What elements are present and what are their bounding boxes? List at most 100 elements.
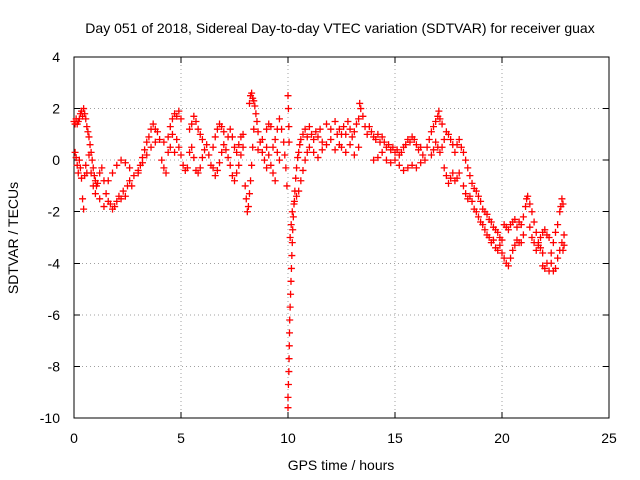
data-point (445, 130, 452, 138)
data-point (100, 203, 108, 211)
data-point (462, 156, 470, 164)
data-point (367, 128, 375, 136)
data-point (417, 159, 425, 167)
data-point (305, 143, 313, 151)
data-point (404, 164, 412, 172)
data-point (393, 146, 401, 154)
data-point (149, 120, 157, 128)
data-point (425, 136, 433, 144)
data-point (348, 133, 356, 141)
data-point (284, 404, 292, 412)
data-point (233, 148, 241, 156)
data-point (282, 164, 290, 172)
data-point (340, 123, 348, 131)
data-point (335, 125, 343, 133)
data-point (507, 254, 515, 262)
data-point (417, 143, 425, 151)
data-point (447, 136, 455, 144)
data-point (294, 154, 302, 162)
y-tick-label: -2 (48, 204, 61, 220)
data-point (254, 128, 262, 136)
data-point (372, 136, 380, 144)
data-point (164, 133, 172, 141)
data-point (519, 231, 527, 239)
data-point (287, 277, 295, 285)
data-point (453, 174, 461, 182)
data-point (233, 169, 241, 177)
data-point (479, 221, 487, 229)
data-point (338, 143, 345, 151)
data-point (258, 148, 266, 156)
data-point (190, 112, 198, 120)
data-point (301, 125, 309, 133)
data-point (447, 174, 455, 182)
data-point (378, 148, 386, 156)
data-point (88, 156, 96, 164)
data-point (156, 136, 164, 144)
data-point (299, 130, 307, 138)
data-point (81, 110, 89, 118)
data-point (147, 143, 155, 151)
data-point (250, 97, 258, 105)
data-point (89, 182, 97, 190)
data-point (166, 123, 174, 131)
data-point (554, 221, 562, 229)
data-point (466, 172, 474, 180)
data-point (292, 174, 300, 182)
data-point (530, 218, 538, 226)
data-point (175, 107, 183, 115)
data-point (406, 138, 414, 146)
data-point (84, 128, 92, 136)
data-point (462, 190, 470, 198)
data-point (126, 164, 134, 172)
data-point (378, 133, 386, 141)
data-point (75, 156, 83, 164)
data-point (440, 136, 448, 144)
data-point (522, 203, 530, 211)
data-point (530, 239, 538, 247)
data-point (305, 123, 313, 131)
data-point (526, 200, 534, 208)
data-point (474, 192, 482, 200)
data-point (254, 146, 262, 154)
data-point (370, 156, 378, 164)
data-point (400, 166, 408, 174)
data-point (524, 192, 532, 200)
data-point (134, 169, 142, 177)
data-point (289, 226, 297, 234)
data-point (203, 141, 211, 149)
data-point (143, 151, 151, 159)
data-point (224, 154, 232, 162)
data-point (251, 102, 259, 110)
data-point (158, 156, 166, 164)
data-point (287, 290, 295, 298)
data-point (80, 205, 88, 213)
data-point (541, 264, 549, 272)
data-point (410, 136, 418, 144)
data-point (430, 123, 438, 131)
data-point (177, 151, 185, 159)
data-point (285, 355, 293, 363)
data-point (387, 159, 395, 167)
data-point (285, 138, 293, 146)
data-point (190, 154, 198, 162)
data-point (308, 130, 316, 138)
data-point (126, 177, 134, 185)
data-point (166, 143, 174, 151)
data-point (82, 161, 90, 169)
data-point (235, 141, 243, 149)
data-point (430, 146, 438, 154)
data-point (241, 182, 249, 190)
data-point (271, 177, 279, 185)
data-point (374, 154, 382, 162)
data-point (263, 125, 271, 133)
data-point (496, 241, 504, 249)
data-point (389, 143, 397, 151)
data-point (385, 141, 393, 149)
data-point (111, 203, 119, 211)
data-point (504, 262, 512, 270)
data-point (346, 141, 354, 149)
data-point (138, 159, 146, 167)
data-point (231, 143, 238, 151)
